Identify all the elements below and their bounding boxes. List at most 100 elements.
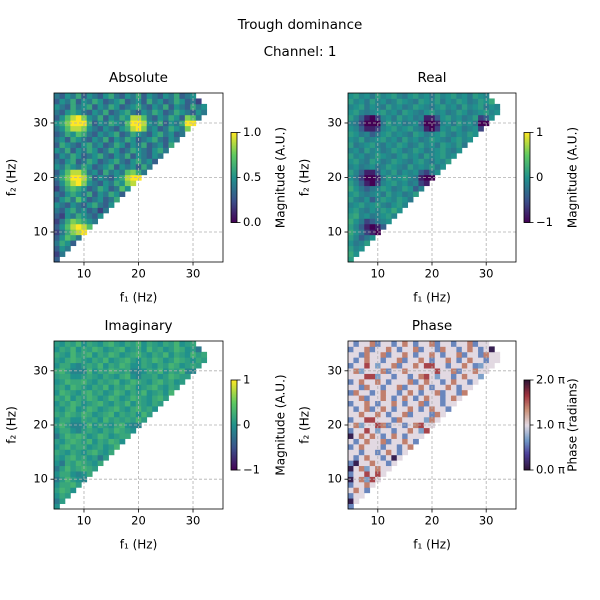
heatmap-cell — [124, 109, 131, 116]
heatmap-cell — [364, 460, 371, 467]
heatmap-cell — [59, 196, 66, 203]
heatmap-cell — [445, 395, 452, 402]
heatmap-cell — [103, 131, 109, 138]
heatmap-cell — [141, 109, 148, 116]
heatmap-cell — [369, 93, 376, 99]
heatmap-cell — [440, 163, 446, 170]
heatmap-cell — [59, 400, 66, 407]
colorbar-swatch — [524, 212, 530, 214]
colorbar-swatch — [231, 210, 237, 213]
heatmap-cell — [59, 481, 66, 488]
heatmap-cell — [364, 109, 371, 116]
heatmap-cell — [461, 373, 468, 380]
heatmap-cell — [369, 158, 376, 165]
colorbar-swatch — [524, 408, 530, 411]
heatmap-cell — [108, 433, 115, 439]
heatmap-cell — [54, 362, 60, 369]
heatmap-cell — [364, 103, 371, 110]
heatmap-cell — [75, 125, 82, 132]
heatmap-cell — [141, 152, 148, 159]
heatmap-cell — [92, 346, 99, 353]
colorbar-swatch — [524, 399, 530, 402]
heatmap-cell — [86, 158, 93, 165]
heatmap-cell — [375, 158, 381, 165]
heatmap-cell — [152, 395, 158, 402]
heatmap-cell — [86, 114, 93, 121]
heatmap-cell — [86, 406, 93, 412]
heatmap-cell — [440, 103, 446, 110]
heatmap-cell — [472, 346, 479, 353]
heatmap-cell — [146, 357, 153, 364]
heatmap-cell — [103, 406, 109, 412]
heatmap-cell — [391, 136, 398, 143]
heatmap-cell — [54, 438, 60, 445]
heatmap-cell — [385, 93, 392, 99]
colorbar-swatch — [524, 164, 530, 166]
heatmap-cell — [423, 103, 430, 110]
heatmap-cell — [467, 93, 474, 99]
heatmap-cell — [358, 471, 365, 477]
heatmap-cell — [97, 125, 104, 132]
heatmap-cell — [364, 389, 371, 396]
colorbar-swatch — [524, 462, 530, 465]
heatmap-cell — [348, 103, 354, 110]
heatmap-cell — [418, 136, 425, 143]
heatmap-cell — [364, 185, 371, 192]
colorbar-swatch — [231, 185, 237, 187]
heatmap-cell — [64, 93, 71, 99]
heatmap-cell — [358, 422, 365, 429]
colorbar-swatch — [524, 384, 530, 387]
heatmap-cell — [97, 400, 104, 407]
heatmap-cell — [70, 174, 77, 181]
heatmap-cell — [86, 389, 93, 396]
heatmap-cell — [380, 147, 387, 154]
heatmap-cell — [348, 191, 354, 197]
heatmap-cell — [64, 454, 71, 461]
heatmap-cell — [358, 240, 365, 247]
heatmap-cell — [369, 346, 376, 353]
heatmap-cell — [75, 476, 82, 483]
heatmap-cell — [86, 109, 93, 116]
heatmap-cell — [358, 400, 365, 407]
heatmap-cell — [396, 158, 403, 165]
heatmap-cell — [418, 158, 425, 165]
heatmap-cell — [418, 400, 425, 407]
heatmap-cell — [64, 400, 71, 407]
heatmap-cell — [146, 136, 153, 143]
heatmap-cell — [108, 427, 115, 434]
heatmap-cell — [353, 357, 360, 364]
axes-title: Imaginary — [104, 318, 172, 334]
heatmap-cell — [141, 389, 148, 396]
heatmap-cell — [141, 411, 148, 418]
heatmap-cell — [423, 93, 430, 99]
heatmap-cell — [358, 492, 365, 499]
heatmap-cell — [59, 471, 66, 477]
heatmap-cell — [385, 357, 392, 364]
heatmap-cell — [113, 98, 120, 105]
heatmap-cell — [119, 136, 126, 143]
heatmap-cell — [70, 125, 77, 132]
colorbar-swatch — [524, 464, 530, 466]
heatmap-cell — [396, 395, 403, 402]
heatmap-cell — [369, 223, 376, 230]
colorbar-swatch — [231, 195, 237, 198]
heatmap-cell — [423, 395, 430, 402]
heatmap-cell — [113, 196, 120, 203]
heatmap-cell — [407, 125, 414, 132]
heatmap-cell — [113, 411, 120, 418]
heatmap-cell — [358, 125, 365, 132]
heatmap-cell — [407, 196, 414, 203]
heatmap-cell — [380, 125, 387, 132]
heatmap-cell — [348, 378, 354, 385]
heatmap-cell — [64, 207, 71, 214]
heatmap-cell — [173, 341, 180, 347]
x-tick-label: 30 — [479, 267, 494, 281]
heatmap-cell — [358, 93, 365, 99]
heatmap-cell — [108, 185, 115, 192]
heatmap-cell — [353, 169, 360, 176]
heatmap-cell — [380, 109, 387, 116]
heatmap-cell — [348, 93, 354, 99]
heatmap-cell — [103, 427, 109, 434]
heatmap-cell — [168, 98, 175, 105]
heatmap-cell — [195, 98, 202, 105]
